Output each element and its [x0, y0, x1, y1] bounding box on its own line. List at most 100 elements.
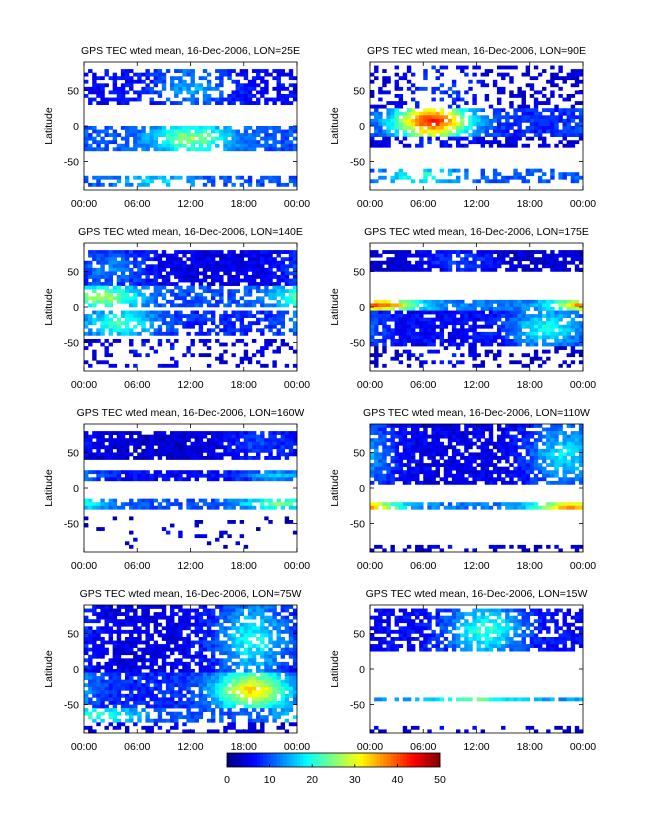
- heatmap-cell: [529, 339, 535, 343]
- heatmap-cell: [223, 331, 228, 336]
- heatmap-cell: [521, 324, 526, 329]
- heatmap-cell: [243, 69, 249, 73]
- heatmap-cell: [378, 456, 383, 460]
- heatmap-cell: [386, 264, 391, 269]
- heatmap-cell: [386, 470, 391, 475]
- heatmap-cell: [174, 86, 179, 91]
- heatmap-cell: [468, 140, 473, 145]
- heatmap-cell: [260, 267, 265, 272]
- heatmap-cell: [406, 314, 412, 318]
- heatmap-cell: [157, 317, 163, 322]
- heatmap-cell: [149, 143, 154, 148]
- heatmap-cell: [410, 253, 416, 258]
- heatmap-cell: [243, 356, 249, 361]
- heatmap-cell: [88, 328, 93, 333]
- heatmap-cell: [456, 250, 461, 254]
- heatmap-cell: [227, 448, 232, 453]
- heatmap-cell: [133, 296, 138, 301]
- heatmap-cell: [231, 260, 236, 265]
- heatmap-cell: [251, 79, 257, 84]
- heatmap-cell: [120, 292, 126, 297]
- heatmap-cell: [174, 147, 179, 152]
- heatmap-cell: [210, 129, 216, 134]
- heatmap-cell: [447, 250, 453, 254]
- heatmap-cell: [141, 271, 146, 276]
- heatmap-cell: [578, 459, 584, 464]
- heatmap-cell: [239, 520, 245, 524]
- heatmap-cell: [525, 473, 531, 478]
- heatmap-cell: [566, 260, 572, 265]
- heatmap-cell: [239, 90, 245, 95]
- heatmap-cell: [574, 264, 580, 269]
- heatmap-cell: [382, 324, 387, 329]
- heatmap-cell: [149, 271, 154, 276]
- heatmap-cell: [157, 129, 163, 134]
- heatmap-cell: [170, 289, 175, 294]
- heatmap-cell: [554, 459, 559, 464]
- heatmap-cell: [190, 101, 195, 105]
- heatmap-cell: [427, 452, 432, 457]
- heatmap-cell: [284, 72, 290, 77]
- heatmap-cell: [537, 310, 543, 315]
- heatmap-cell: [546, 115, 551, 120]
- heatmap-cell: [124, 502, 130, 507]
- heatmap-cell: [133, 331, 138, 336]
- heatmap-cell: [558, 264, 563, 269]
- heatmap-cell: [141, 456, 146, 460]
- heatmap-cell: [251, 456, 257, 460]
- heatmap-cell: [533, 108, 539, 113]
- heatmap-cell: [370, 321, 375, 326]
- heatmap-cell: [235, 136, 240, 141]
- heatmap-cell: [435, 264, 440, 269]
- heatmap-cell: [521, 363, 526, 368]
- heatmap-cell: [100, 136, 105, 141]
- heatmap-cell: [464, 168, 469, 173]
- heatmap-cell: [124, 314, 130, 318]
- heatmap-cell: [546, 502, 551, 507]
- heatmap-cell: [492, 321, 498, 326]
- heatmap-cell: [149, 299, 154, 304]
- heatmap-cell: [141, 257, 146, 262]
- heatmap-cell: [386, 502, 391, 507]
- heatmap-cell: [451, 466, 457, 471]
- heatmap-cell: [439, 250, 445, 254]
- heatmap-cell: [251, 76, 257, 81]
- heatmap-cell: [137, 434, 142, 439]
- heatmap-cell: [410, 321, 416, 326]
- heatmap-cell: [496, 140, 502, 145]
- heatmap-cell: [174, 303, 179, 308]
- heatmap-cell: [406, 331, 412, 336]
- heatmap-cell: [427, 321, 432, 326]
- heatmap-cell: [476, 434, 481, 439]
- x-tick-label: 06:00: [124, 379, 150, 391]
- heatmap-cell: [386, 335, 391, 340]
- heatmap-cell: [546, 179, 551, 184]
- heatmap-cell: [272, 289, 277, 294]
- heatmap-cell: [149, 448, 154, 453]
- heatmap-cell: [84, 133, 89, 137]
- heatmap-cell: [378, 175, 383, 180]
- heatmap-cell: [133, 147, 138, 152]
- heatmap-cell: [468, 86, 473, 91]
- heatmap-cell: [451, 168, 457, 173]
- heatmap-cell: [124, 147, 130, 152]
- heatmap-cell: [390, 331, 395, 336]
- heatmap-cell: [574, 328, 580, 333]
- heatmap-cell: [280, 473, 286, 478]
- heatmap-cell: [251, 505, 257, 510]
- heatmap-cell: [505, 331, 510, 336]
- heatmap-cell: [104, 285, 109, 290]
- heatmap-cell: [394, 86, 399, 91]
- heatmap-cell: [476, 363, 481, 368]
- heatmap-cell: [239, 94, 245, 98]
- heatmap-cell: [219, 534, 224, 539]
- heatmap-cell: [116, 441, 122, 446]
- heatmap-cell: [223, 264, 228, 269]
- heatmap-cell: [133, 260, 138, 265]
- heatmap-cell: [546, 463, 551, 467]
- heatmap-cell: [186, 431, 191, 435]
- heatmap-cell: [402, 470, 408, 475]
- heatmap-cell: [447, 253, 453, 258]
- heatmap-cell: [161, 267, 167, 272]
- heatmap-cell: [92, 278, 97, 283]
